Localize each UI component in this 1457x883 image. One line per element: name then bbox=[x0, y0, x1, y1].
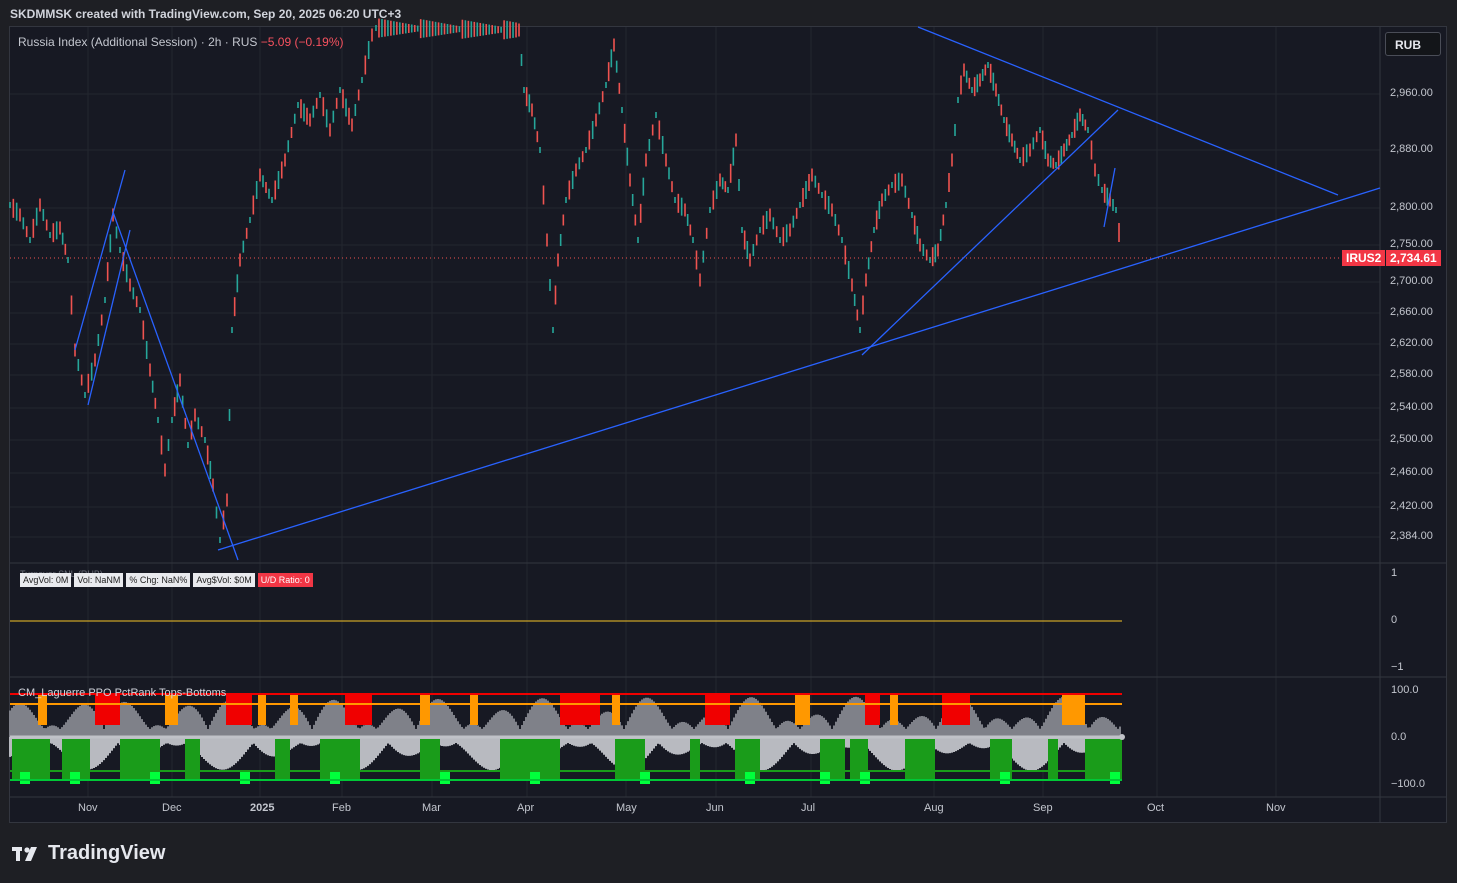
trend-line bbox=[1103, 167, 1116, 228]
time-axis-label: 2025 bbox=[250, 802, 275, 814]
price-axis-label: 2,500.00 bbox=[1390, 433, 1433, 445]
indicator-top-block bbox=[705, 693, 730, 725]
indicator-bottom-block bbox=[1048, 739, 1058, 779]
time-axis-label: Jul bbox=[801, 802, 816, 814]
ud-ratio-label: U/D Ratio: 0 bbox=[257, 573, 313, 587]
indicator-zero-dot bbox=[1119, 734, 1125, 740]
indicator-bottom-block bbox=[990, 739, 1012, 779]
indicator-bottom-block bbox=[850, 739, 868, 779]
indicator-bottom-signal bbox=[640, 770, 650, 784]
indicator-top-block bbox=[226, 693, 252, 725]
price-axis-label: 2,620.00 bbox=[1390, 337, 1433, 349]
indicator-bottom-signal bbox=[70, 770, 80, 784]
indicator-bottom-block bbox=[905, 739, 935, 779]
indicator-bottom-signal bbox=[860, 770, 870, 784]
tradingview-logo-icon bbox=[12, 846, 37, 861]
indicator-axis-0: 0.0 bbox=[1391, 731, 1407, 743]
indicator-title: CM_Laguerre PPO PctRank Tops-Bottoms bbox=[18, 687, 227, 699]
trend-line bbox=[74, 169, 126, 351]
volume-axis-1: 1 bbox=[1391, 567, 1398, 579]
indicator-top-block bbox=[942, 693, 970, 725]
indicator-top-block bbox=[290, 693, 298, 725]
indicator-bottom-signal bbox=[440, 770, 450, 784]
indicator-top-block bbox=[560, 693, 600, 725]
ticker-legend[interactable]: Russia Index (Additional Session) · 2h ·… bbox=[18, 35, 344, 49]
trend-line bbox=[917, 26, 1339, 196]
indicator-top-block bbox=[1062, 693, 1085, 725]
trend-line bbox=[87, 229, 131, 406]
indicator-top-block bbox=[420, 693, 430, 725]
indicator-bottom-signal bbox=[745, 770, 755, 784]
chart-header: SKDMMSK created with TradingView.com, Se… bbox=[10, 7, 402, 21]
indicator-top-block bbox=[470, 693, 478, 725]
indicator-top-block bbox=[890, 693, 898, 725]
indicator-top-block bbox=[95, 693, 120, 725]
time-axis-label: May bbox=[616, 802, 637, 814]
time-axis-label: Feb bbox=[332, 802, 351, 814]
indicator-top-block bbox=[165, 693, 178, 725]
indicator-top-block bbox=[865, 693, 880, 725]
indicator-top-block bbox=[795, 693, 810, 725]
price-axis-label: 2,750.00 bbox=[1390, 238, 1433, 250]
indicator-bottom-block bbox=[690, 739, 700, 779]
indicator-axis-neg100: −100.0 bbox=[1391, 778, 1425, 790]
time-axis-label: Apr bbox=[517, 802, 535, 814]
time-axis-label: Sep bbox=[1033, 802, 1053, 814]
time-axis-label: Nov bbox=[78, 802, 98, 814]
price-axis-label: 2,880.00 bbox=[1390, 143, 1433, 155]
volume-pane-labels: AvgVol: 0M Vol: NaNM % Chg: NaN% Avg$Vol… bbox=[20, 573, 313, 587]
avg-vol-label: AvgVol: 0M bbox=[20, 573, 72, 587]
last-price-symbol: IRUS2 bbox=[1342, 250, 1386, 266]
time-axis-label: Jun bbox=[706, 802, 724, 814]
indicator-bottom-block bbox=[12, 739, 50, 779]
price-axis-label: 2,700.00 bbox=[1390, 275, 1433, 287]
time-axis-label: Dec bbox=[162, 802, 182, 814]
pct-chg-label: % Chg: NaN% bbox=[126, 573, 191, 587]
volume-axis-neg1: −1 bbox=[1391, 661, 1404, 673]
trend-line bbox=[112, 211, 239, 561]
time-axis-label: Aug bbox=[924, 802, 944, 814]
chart-area[interactable] bbox=[9, 26, 1447, 823]
indicator-bottom-signal bbox=[330, 770, 340, 784]
indicator-bottom-block bbox=[275, 739, 290, 779]
indicator-top-block bbox=[38, 693, 47, 725]
price-axis-label: 2,420.00 bbox=[1390, 500, 1433, 512]
ticker-change: −5.09 (−0.19%) bbox=[260, 35, 344, 49]
time-axis-label: Mar bbox=[422, 802, 441, 814]
indicator-top-block bbox=[258, 693, 266, 725]
indicator-bottom-signal bbox=[820, 770, 830, 784]
trend-line bbox=[217, 187, 1381, 551]
indicator-bottom-signal bbox=[1110, 770, 1120, 784]
indicator-top-block bbox=[345, 693, 372, 725]
tradingview-logo[interactable]: TradingView bbox=[12, 842, 165, 865]
ticker-name: Russia Index (Additional Session) · 2h ·… bbox=[18, 35, 258, 49]
indicator-bottom-signal bbox=[1000, 770, 1010, 784]
indicator-bottom-signal bbox=[530, 770, 540, 784]
indicator-bottom-signal bbox=[240, 770, 250, 784]
time-axis-label: Nov bbox=[1266, 802, 1286, 814]
volume-axis-0: 0 bbox=[1391, 614, 1398, 626]
price-axis-label: 2,540.00 bbox=[1390, 401, 1433, 413]
indicator-bottom-signal bbox=[150, 770, 160, 784]
price-axis-label: 2,460.00 bbox=[1390, 466, 1433, 478]
price-axis-label: 2,660.00 bbox=[1390, 306, 1433, 318]
indicator-bottom-block bbox=[185, 739, 200, 779]
avg-dollar-vol-label: Avg$Vol: $0M bbox=[193, 573, 255, 587]
price-axis-label: 2,384.00 bbox=[1390, 530, 1433, 542]
tradingview-logo-text: TradingView bbox=[48, 842, 166, 864]
last-price-value: 2,734.61 bbox=[1386, 250, 1441, 266]
vol-label: Vol: NaNM bbox=[74, 573, 124, 587]
price-axis-label: 2,960.00 bbox=[1390, 87, 1433, 99]
indicator-axis-100: 100.0 bbox=[1391, 684, 1419, 696]
time-axis-label: Oct bbox=[1147, 802, 1165, 814]
currency-button[interactable]: RUB bbox=[1385, 32, 1441, 56]
indicator-bottom-signal bbox=[20, 770, 30, 784]
trend-line bbox=[861, 109, 1119, 356]
indicator-top-block bbox=[612, 693, 620, 725]
price-axis-label: 2,800.00 bbox=[1390, 201, 1433, 213]
price-axis-label: 2,580.00 bbox=[1390, 368, 1433, 380]
indicator-bottom-block bbox=[420, 739, 440, 779]
